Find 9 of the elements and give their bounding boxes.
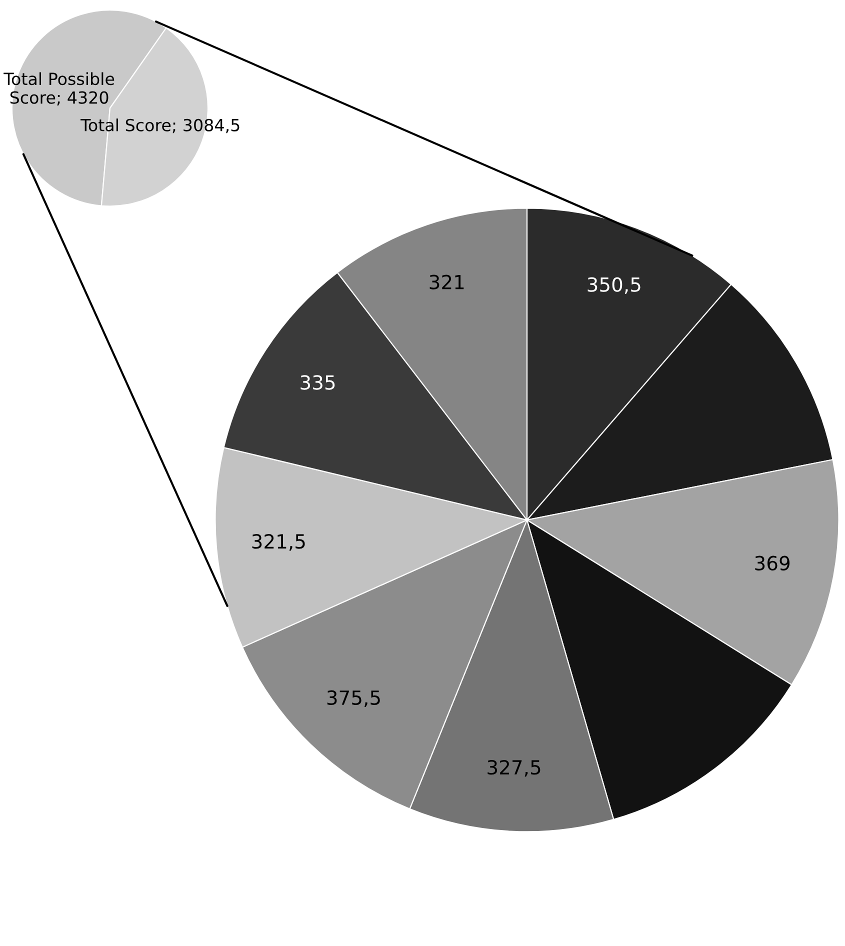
data-label: 350,5	[588, 277, 640, 294]
data-label: 335	[300, 375, 335, 390]
data-label: 321,5	[252, 534, 305, 551]
data-label: 321	[430, 274, 464, 290]
data-label: 375,5	[327, 690, 380, 708]
slice-label: Total Possible Score; 4320	[4, 72, 114, 106]
data-label: 327,5	[488, 760, 540, 777]
data-label: 369	[755, 556, 790, 571]
slice-label: Total Score; 3084,5	[80, 118, 240, 134]
